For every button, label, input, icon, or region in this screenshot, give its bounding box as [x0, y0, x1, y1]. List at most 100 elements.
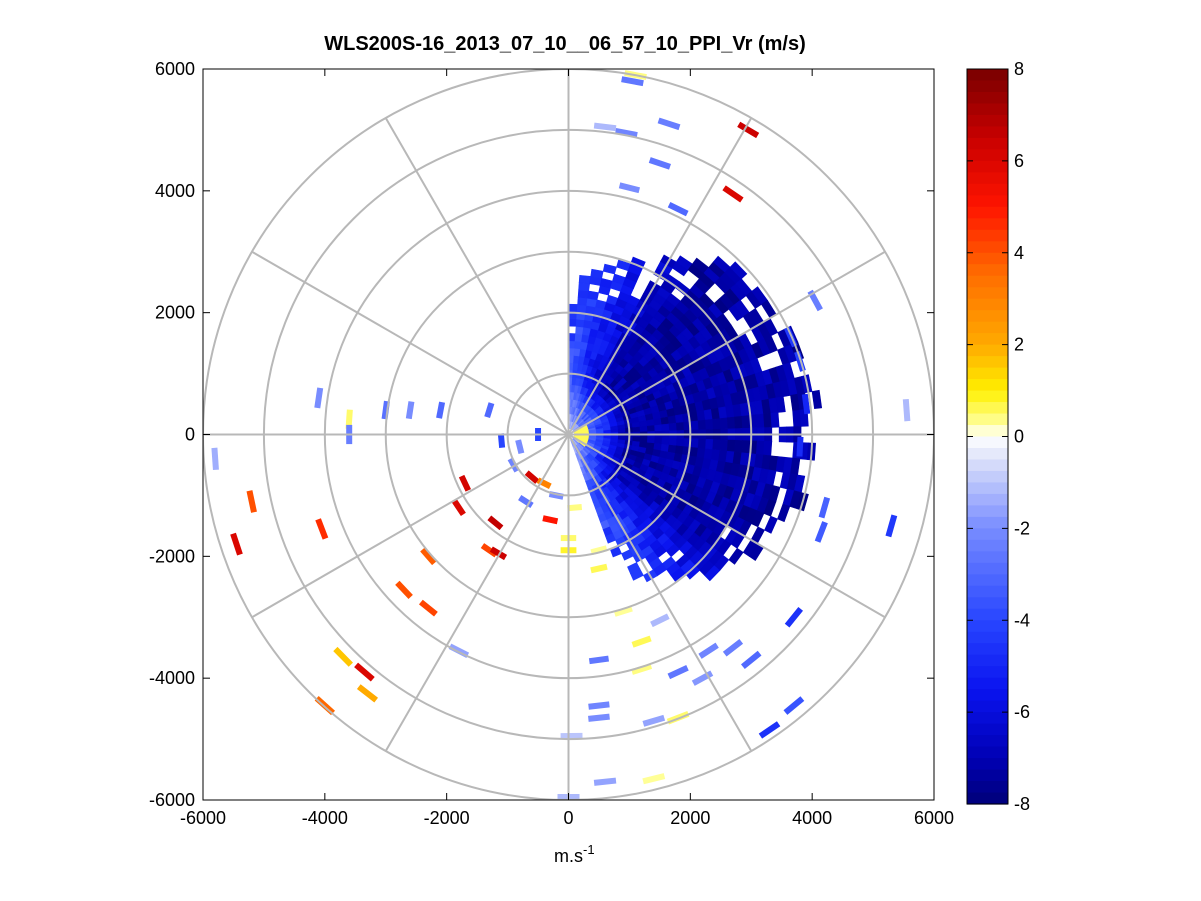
colorbar-tick-label: -2: [1014, 518, 1030, 538]
sector-gate: [610, 428, 619, 434]
data-gate: [642, 714, 666, 727]
colorbar-swatch: [967, 792, 1008, 805]
x-axis-label: m.s-1: [554, 842, 595, 866]
data-gate: [588, 655, 610, 665]
spoke-line: [384, 117, 570, 435]
data-gate: [542, 515, 559, 525]
colorbar-swatch: [967, 712, 1008, 725]
sector-gate: [705, 438, 714, 450]
y-tick-label: 0: [185, 425, 195, 445]
colorbar-swatch: [967, 528, 1008, 541]
colorbar-swatch: [967, 103, 1008, 116]
data-gate: [902, 398, 911, 422]
colorbar-swatch: [967, 746, 1008, 759]
colorbar-swatch: [967, 149, 1008, 162]
spoke-line: [568, 433, 886, 619]
colorbar-swatch: [967, 769, 1008, 782]
colorbar-tick-label: -8: [1014, 794, 1030, 814]
x-tick-label: 4000: [792, 808, 832, 828]
colorbar-swatch: [967, 781, 1008, 794]
y-tick-label: -2000: [149, 546, 195, 566]
sector-gate: [726, 439, 736, 453]
sector-gate: [726, 416, 736, 430]
sector-gate: [775, 396, 786, 413]
data-gate: [722, 638, 744, 657]
sector-gate: [668, 422, 678, 432]
colorbar-swatch: [967, 206, 1008, 219]
colorbar: -8 -6 -4 -2 0 2 4 6 8: [966, 59, 1030, 814]
data-gate: [885, 514, 898, 538]
sector-gate: [578, 274, 592, 285]
colorbar-swatch: [967, 482, 1008, 495]
data-gate: [524, 470, 540, 484]
colorbar-swatch: [967, 379, 1008, 392]
sector-gate: [621, 549, 634, 561]
colorbar-swatch: [967, 413, 1008, 426]
sector-gate: [605, 533, 616, 544]
colorbar-tick-label: -6: [1014, 702, 1030, 722]
colorbar-swatch: [967, 195, 1008, 208]
colorbar-tick-label: 2: [1014, 335, 1024, 355]
data-gate: [615, 127, 638, 138]
x-tick-label: -2000: [424, 808, 470, 828]
data-gate: [698, 642, 719, 659]
sector-gate: [575, 318, 585, 328]
sector-gate: [660, 416, 670, 426]
colorbar-swatch: [967, 689, 1008, 702]
colorbar-swatch: [967, 310, 1008, 323]
spoke-line: [567, 117, 753, 435]
data-gate: [458, 474, 472, 492]
sector-gate: [811, 389, 823, 409]
spoke-line: [568, 250, 886, 436]
sector-gate: [690, 438, 700, 449]
colorbar-swatch: [967, 436, 1008, 449]
sector-gate: [719, 417, 729, 430]
colorbar-swatch: [967, 516, 1008, 529]
data-gate: [796, 436, 804, 457]
sector-gate: [630, 256, 646, 270]
sector-gate: [741, 415, 751, 429]
data-gate: [642, 773, 666, 785]
colorbar-swatch: [967, 459, 1008, 472]
data-gate: [507, 457, 520, 473]
spoke-line: [251, 433, 569, 619]
sector-gate: [630, 568, 644, 581]
colorbar-swatch: [967, 321, 1008, 334]
data-gate: [246, 490, 257, 513]
sector-gate: [690, 420, 700, 431]
data-gate: [691, 670, 714, 686]
sector-gate: [719, 439, 729, 452]
sector-gate: [568, 333, 576, 342]
colorbar-swatch: [967, 551, 1008, 564]
plot-area: [211, 70, 911, 800]
spoke-line: [567, 434, 753, 752]
colorbar-swatch: [967, 287, 1008, 300]
data-gate: [590, 563, 608, 574]
data-gate: [314, 387, 324, 409]
sector-gate: [587, 290, 600, 301]
data-gate: [418, 599, 438, 617]
data-gate: [548, 491, 564, 500]
sector-gate: [632, 426, 641, 433]
colorbar-swatch: [967, 654, 1008, 667]
sector-gate: [617, 428, 627, 434]
data-gate: [593, 777, 617, 786]
sector-gate: [576, 304, 587, 313]
y-tick-label: 2000: [155, 303, 195, 323]
sector-gate: [670, 567, 686, 582]
colorbar-swatch: [967, 631, 1008, 644]
sector-gate: [741, 440, 751, 454]
colorbar-swatch: [967, 608, 1008, 621]
colorbar-swatch: [967, 735, 1008, 748]
colorbar-swatch: [967, 356, 1008, 369]
colorbar-swatch: [967, 333, 1008, 346]
colorbar-swatch: [967, 252, 1008, 265]
sector-gate: [704, 565, 721, 582]
colorbar-swatch: [967, 539, 1008, 552]
sector-gate: [674, 414, 684, 424]
colorbar-swatch: [967, 562, 1008, 575]
sector-gate: [610, 546, 622, 558]
data-gate: [667, 201, 689, 217]
colorbar-swatch: [967, 264, 1008, 277]
